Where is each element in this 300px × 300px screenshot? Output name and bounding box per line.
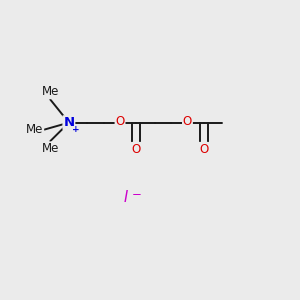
Text: Me: Me — [42, 85, 59, 98]
Text: O: O — [199, 143, 208, 156]
Text: Me: Me — [26, 123, 43, 136]
Text: O: O — [116, 115, 125, 128]
Text: +: + — [72, 124, 79, 134]
Text: −: − — [131, 188, 141, 201]
Text: N: N — [63, 116, 74, 129]
Text: Me: Me — [42, 142, 59, 155]
Text: O: O — [183, 115, 192, 128]
Text: O: O — [132, 143, 141, 156]
Text: I: I — [124, 190, 128, 205]
